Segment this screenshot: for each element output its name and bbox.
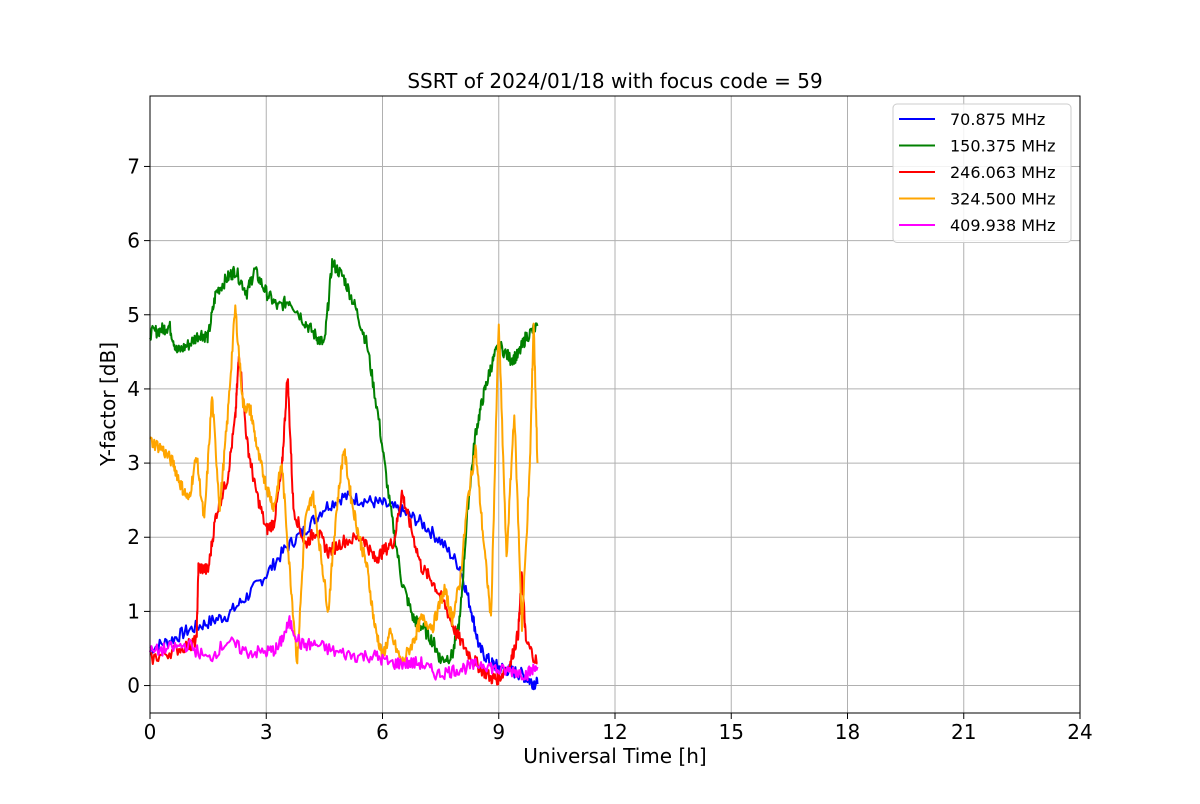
y-tick-label: 1 xyxy=(127,599,140,623)
y-tick-label: 6 xyxy=(127,229,140,253)
x-tick-label: 12 xyxy=(602,720,627,744)
chart-title: SSRT of 2024/01/18 with focus code = 59 xyxy=(407,69,822,93)
y-tick-label: 2 xyxy=(127,525,140,549)
legend-box xyxy=(892,103,1072,243)
series-line-0 xyxy=(149,490,539,691)
x-tick-label: 3 xyxy=(260,720,273,744)
legend-label: 70.875 MHz xyxy=(950,110,1045,129)
x-tick-label: 9 xyxy=(492,720,505,744)
y-tick-label: 4 xyxy=(127,377,140,401)
series-line-1 xyxy=(149,258,539,665)
legend-label: 150.375 MHz xyxy=(950,137,1055,156)
y-tick-label: 5 xyxy=(127,303,140,327)
x-tick-label: 24 xyxy=(1067,720,1092,744)
legend-label: 409.938 MHz xyxy=(950,216,1055,235)
series-line-4 xyxy=(149,615,539,681)
legend-label: 246.063 MHz xyxy=(950,163,1055,182)
legend: 70.875 MHz 150.375 MHz 246.063 MHz 324.500 … xyxy=(892,103,1072,243)
x-tick-label: 15 xyxy=(719,720,744,744)
x-tick-label: 18 xyxy=(835,720,860,744)
y-tick-label: 3 xyxy=(127,451,140,475)
x-tick-label: 21 xyxy=(951,720,976,744)
y-tick-label: 0 xyxy=(127,674,140,698)
x-tick-label: 6 xyxy=(376,720,389,744)
y-tick-label: 7 xyxy=(127,154,140,178)
series-line-3 xyxy=(149,304,539,665)
y-axis-label: Y-factor [dB] xyxy=(96,342,120,467)
plot-lines xyxy=(149,258,539,691)
x-tick-label: 0 xyxy=(144,720,157,744)
legend-label: 324.500 MHz xyxy=(950,190,1055,209)
x-axis-label: Universal Time [h] xyxy=(523,744,706,768)
